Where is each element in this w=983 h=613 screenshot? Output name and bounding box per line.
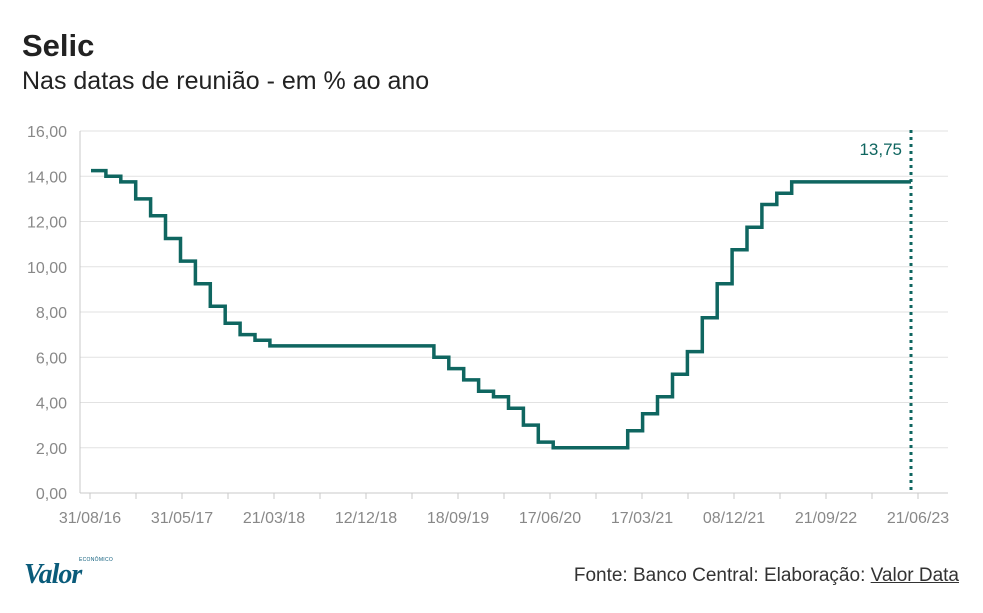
y-tick-label: 16,00: [27, 124, 67, 141]
y-axis: 0,00 2,00 4,00 6,00 8,00 10,00 12,00 14,00 16,00: [27, 124, 67, 503]
x-tick-label: 31/05/17: [151, 510, 213, 527]
source-note: Fonte: Banco Central: Elaboração: Valor …: [574, 565, 959, 587]
last-value-label: 13,75: [859, 140, 902, 159]
source-link[interactable]: Valor Data: [870, 565, 959, 586]
plot-area: 13,75: [91, 130, 913, 493]
footer: ECONÔMICO Valor Fonte: Banco Central: El…: [22, 556, 959, 590]
chart-title: Selic: [22, 28, 95, 63]
logo-small-text: ECONÔMICO: [79, 557, 114, 563]
y-tick-label: 8,00: [36, 305, 67, 322]
x-axis: 31/08/16 31/05/17 21/03/18 12/12/18 18/09/19…: [59, 493, 949, 527]
chart-subtitle: Nas datas de reunião - em % ao ano: [22, 67, 430, 95]
x-tick-label: 08/12/21: [703, 510, 765, 527]
x-tick-label: 17/03/21: [611, 510, 673, 527]
y-tick-label: 2,00: [36, 441, 67, 458]
chart-grid: [79, 130, 948, 494]
selic-series-line: [91, 168, 911, 450]
source-prefix: Fonte: Banco Central: Elaboração:: [573, 565, 866, 586]
y-tick-label: 14,00: [27, 169, 67, 186]
x-tick-label: 18/09/19: [427, 510, 489, 527]
logo-text: Valor: [24, 559, 82, 590]
x-tick-label: 17/06/20: [519, 510, 581, 527]
y-tick-label: 4,00: [36, 396, 67, 413]
y-tick-label: 12,00: [27, 215, 67, 232]
x-tick-label: 12/12/18: [335, 510, 397, 527]
x-tick-label: 21/06/23: [887, 510, 949, 527]
y-tick-label: 10,00: [27, 260, 67, 277]
x-tick-label: 31/08/16: [59, 510, 121, 527]
y-tick-label: 0,00: [36, 486, 67, 503]
x-tick-label: 21/09/22: [795, 510, 857, 527]
y-tick-label: 6,00: [36, 350, 67, 367]
valor-logo: ECONÔMICO Valor: [24, 556, 114, 590]
x-tick-label: 21/03/18: [243, 510, 305, 527]
